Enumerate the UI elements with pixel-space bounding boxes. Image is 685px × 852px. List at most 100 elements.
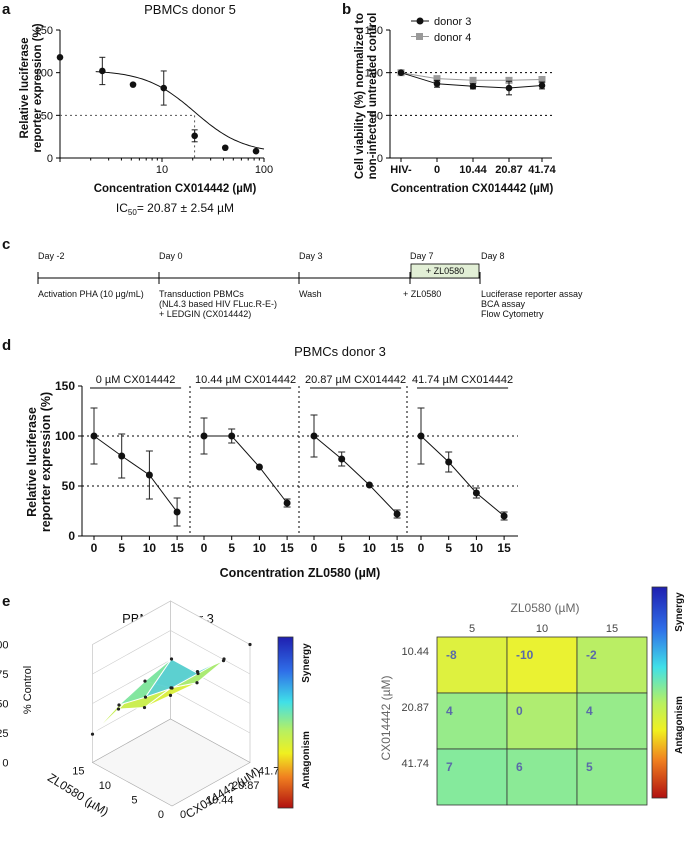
zl0580-box-label: + ZL0580 [426, 266, 464, 276]
surface-ztick-label: 50 [0, 699, 9, 711]
d-series-line [93, 435, 178, 513]
b-data-point-circle [433, 80, 441, 88]
panel-d-xlabel: Concentration ZL0580 (µM) [220, 566, 381, 580]
heatmap-ytick-label: 10.44 [401, 646, 429, 658]
d-data-point [472, 489, 480, 497]
surface-ztick-label: 25 [0, 728, 9, 740]
note-transduction-2: (NL4.3 based HIV FLuc.R-E-) [159, 299, 277, 309]
d-xtick-label: 0 [311, 541, 318, 555]
heatmap-cell-value: 6 [516, 760, 523, 774]
d-xtick-label: 10 [143, 541, 157, 555]
surface-floor [91, 718, 251, 807]
b-data-point-square [469, 76, 477, 84]
panel-d-letter: d [2, 337, 11, 354]
d-data-point [338, 455, 346, 463]
surface-ytick-label: 0 [180, 809, 186, 821]
surface-ztick-label: 75 [0, 669, 9, 681]
surface-zlabel: % Control [22, 666, 34, 714]
panel-b-xlabel: Concentration CX014442 (µM) [391, 183, 554, 195]
heatmap-xtick-label: 10 [536, 623, 548, 635]
note-readout-1: Luciferase reporter assay [481, 289, 583, 299]
d-data-point [90, 432, 98, 440]
panel-b-plot: 0 50 100 150 HIV- 0 10.44 20.87 41.74 [365, 25, 557, 176]
day-label-minus2: Day -2 [38, 251, 65, 261]
ic50-prefix: IC [116, 201, 128, 215]
surface-node [221, 659, 226, 663]
b-data-point-circle [538, 82, 546, 89]
d-data-point [393, 510, 401, 518]
d-xtick-label: 0 [201, 541, 208, 555]
b-xtick-label: 20.87 [495, 164, 523, 176]
heatmap-ytick-label: 41.74 [401, 758, 429, 770]
d-xtick-label: 5 [445, 541, 452, 555]
note-transduction-1: Transduction PBMCs [159, 289, 244, 299]
panel-a-plot: 0 50 100 150 10 100 [35, 25, 274, 176]
surface-node [169, 657, 174, 661]
a-xtick-label: 10 [156, 164, 168, 176]
surface-node [169, 686, 173, 690]
d-series-line [420, 435, 505, 517]
b-data-point-circle [505, 84, 513, 92]
heatmap-cell [436, 748, 508, 806]
panel-e: e PBMCs donor 3 % Control ZL0580 (µM) CX… [0, 586, 685, 821]
heatmap-cell-value: -2 [586, 648, 597, 662]
heatmap-cell-value: -10 [516, 648, 534, 662]
note-zl0580: + ZL0580 [403, 289, 441, 299]
d-data-point [145, 471, 153, 479]
heatmap-cell-value: 4 [446, 704, 453, 718]
a-data-point [56, 54, 64, 61]
d-xtick-label: 15 [390, 541, 404, 555]
d-data-point [255, 463, 263, 471]
d-group-label: 10.44 µM CX014442 [195, 374, 296, 386]
surface-xlabel: ZL0580 (µM) [45, 770, 111, 818]
day-label-8: Day 8 [481, 251, 505, 261]
heatmap-cell [506, 692, 578, 750]
heatmap-cell-value: 5 [586, 760, 593, 774]
d-xtick-label: 0 [91, 541, 98, 555]
surface-ztick-label: 0 [2, 758, 8, 770]
d-data-point [445, 458, 453, 466]
surface-node [143, 695, 148, 699]
a-ytick-label: 50 [41, 110, 53, 122]
d-xtick-label: 5 [228, 541, 235, 555]
heatmap-cell-value: 0 [516, 704, 523, 718]
heatmap-ylabel: CX014442 (µM) [379, 676, 393, 761]
note-readout-2: BCA assay [481, 299, 526, 309]
surface-colorbar [277, 636, 294, 809]
a-data-point [221, 144, 229, 152]
b-ytick-label: 150 [365, 25, 383, 37]
heatmap-cell [436, 692, 508, 750]
note-readout-3: Flow Cytometry [481, 309, 544, 319]
panel-a-ylabel-2: reporter expression (%) [32, 23, 44, 152]
panel-a-ylabel-1: Relative luciferase [19, 37, 31, 138]
a-data-point [191, 132, 198, 140]
ic50-rest: = 20.87 ± 2.54 µM [137, 201, 234, 215]
b-ytick-label: 100 [365, 68, 383, 80]
a-xtick-label: 100 [255, 164, 273, 176]
a-fit-curve [95, 71, 265, 150]
legend-donor3-label: donor 3 [434, 16, 471, 28]
heatmap-cell [576, 692, 648, 750]
a-ytick-label: 100 [35, 68, 53, 80]
heatmap-cell [576, 748, 648, 806]
surface-node [116, 707, 121, 711]
heatmap-xtick-label: 5 [469, 623, 475, 635]
panel-a-letter: a [2, 1, 11, 18]
d-data-point [500, 512, 508, 520]
panel-b-ylabel-1: Cell viability (%) normalized to [354, 13, 366, 179]
surface-ytick-label: 20.87 [232, 780, 260, 792]
a-data-point [129, 81, 137, 88]
d-xtick-label: 15 [170, 541, 184, 555]
heatmap-colorbar [651, 586, 668, 799]
d-data-point [310, 432, 318, 440]
surface-node [143, 679, 147, 683]
b-xtick-label: 0 [434, 164, 440, 176]
d-xtick-label: 15 [280, 541, 294, 555]
heatmap-cell [506, 748, 578, 806]
a-data-point [99, 67, 106, 75]
surface-node [195, 681, 199, 685]
surface-node [117, 703, 121, 707]
panel-a-title: PBMCs donor 5 [144, 2, 236, 17]
